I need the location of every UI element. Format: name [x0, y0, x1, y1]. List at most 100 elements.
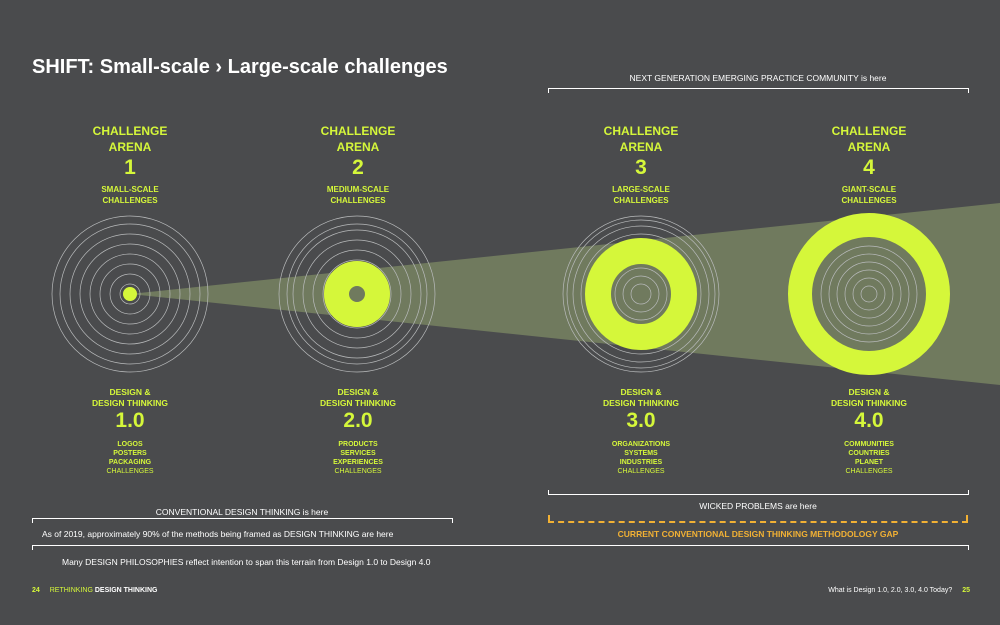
thin-ring: [828, 253, 910, 335]
thin-ring: [59, 223, 201, 365]
arena-scale: MEDIUM-SCALE: [326, 185, 390, 194]
page-number-left: 24: [32, 587, 40, 594]
design-item-suffix: CHALLENGES: [845, 468, 893, 475]
arena-number: 2: [352, 156, 364, 179]
accent-ring: [788, 213, 950, 375]
arena-scale: CHALLENGES: [613, 196, 669, 205]
arena-heading: ARENA: [108, 140, 152, 154]
arena-3: CHALLENGE ARENA 3 LARGE-SCALE CHALLENGES: [561, 123, 721, 206]
design-4: DESIGN & DESIGN THINKING 4.0 COMMUNITIES…: [789, 387, 949, 476]
design-version: 2.0: [343, 409, 373, 432]
arena-scale: SMALL-SCALE: [101, 185, 159, 194]
arena-2: CHALLENGE ARENA 2 MEDIUM-SCALE CHALLENGE…: [278, 123, 438, 206]
book-title-bold: DESIGN THINKING: [94, 587, 158, 594]
footer-left: 24 RETHINKING DESIGN THINKING: [32, 587, 158, 594]
design-version: 3.0: [626, 409, 656, 432]
footer-right: What is Design 1.0, 2.0, 3.0, 4.0 Today?…: [828, 587, 970, 594]
thin-ring: [572, 225, 710, 363]
design-heading: DESIGN THINKING: [319, 398, 397, 408]
thin-ring: [622, 275, 660, 313]
arena-heading: CHALLENGE: [92, 124, 168, 138]
design-version: 1.0: [115, 409, 145, 432]
design-item: COUNTRIES: [848, 450, 890, 457]
thin-ring: [614, 267, 668, 321]
scale-beam: [130, 203, 1000, 385]
arena-heading: ARENA: [336, 140, 380, 154]
arena-scale: CHALLENGES: [330, 196, 386, 205]
design-heading: DESIGN &: [337, 387, 379, 397]
thin-ring: [844, 269, 894, 319]
arena-target-4: [788, 213, 950, 375]
thin-ring: [566, 219, 716, 369]
arena-scale: LARGE-SCALE: [612, 185, 670, 194]
design-item: COMMUNITIES: [844, 441, 894, 448]
thin-ring: [836, 261, 902, 327]
thin-ring: [278, 215, 436, 373]
thin-ring: [79, 243, 181, 345]
wicked-note: WICKED PROBLEMS are here: [699, 501, 817, 511]
arena-target-2: [278, 215, 436, 373]
thin-ring: [302, 239, 412, 349]
accent-ring: [324, 261, 390, 327]
design-item-suffix: CHALLENGES: [334, 468, 382, 475]
thin-ring: [820, 245, 918, 343]
arena-number: 1: [124, 156, 136, 179]
design-version: 4.0: [854, 409, 884, 432]
design-item: POSTERS: [113, 450, 147, 457]
arena-scale: CHALLENGES: [102, 196, 158, 205]
design-item: EXPERIENCES: [333, 459, 383, 466]
design-item: ORGANIZATIONS: [611, 441, 671, 448]
design-2: DESIGN & DESIGN THINKING 2.0 PRODUCTS SE…: [278, 387, 438, 476]
thin-ring: [51, 215, 209, 373]
arena-number: 4: [863, 156, 875, 179]
design-heading: DESIGN THINKING: [602, 398, 680, 408]
design-1: DESIGN & DESIGN THINKING 1.0 LOGOS POSTE…: [50, 387, 210, 476]
thin-ring: [860, 285, 878, 303]
conventional-note: CONVENTIONAL DESIGN THINKING is here: [155, 507, 329, 517]
design-heading: DESIGN THINKING: [830, 398, 908, 408]
accent-ring: [585, 238, 697, 350]
methods-note: As of 2019, approximately 90% of the met…: [42, 529, 394, 539]
design-item: LOGOS: [117, 441, 143, 448]
design-item: SERVICES: [340, 450, 376, 457]
thin-ring: [852, 277, 886, 311]
book-title: RETHINKING: [49, 587, 93, 594]
thin-ring: [109, 273, 151, 315]
next-generation-note: NEXT GENERATION EMERGING PRACTICE COMMUN…: [629, 73, 887, 83]
design-item: PACKAGING: [108, 459, 152, 466]
thin-ring: [69, 233, 191, 355]
thin-ring: [312, 249, 402, 339]
accent-ring: [123, 287, 137, 301]
arena-heading: CHALLENGE: [320, 124, 396, 138]
design-item: PRODUCTS: [338, 441, 378, 448]
design-3: DESIGN & DESIGN THINKING 3.0 ORGANIZATIO…: [561, 387, 721, 476]
thin-ring: [99, 263, 161, 325]
thin-ring: [580, 233, 702, 355]
thin-ring: [89, 253, 171, 335]
page-number-right: 25: [962, 587, 970, 594]
conventional-bracket: [32, 518, 453, 523]
arena-heading: CHALLENGE: [831, 124, 907, 138]
thin-ring: [562, 215, 720, 373]
arena-target-3: [562, 215, 720, 373]
wicked-bracket: [548, 490, 969, 495]
page-title: SHIFT: Small-scale › Large-scale challen…: [32, 56, 448, 78]
methodology-gap-label: CURRENT CONVENTIONAL DESIGN THINKING MET…: [617, 529, 899, 539]
design-item: SYSTEMS: [624, 450, 658, 457]
design-heading: DESIGN THINKING: [91, 398, 169, 408]
arena-heading: CHALLENGE: [603, 124, 679, 138]
design-heading: DESIGN &: [620, 387, 662, 397]
chapter-question: What is Design 1.0, 2.0, 3.0, 4.0 Today?: [828, 587, 953, 594]
arena-number: 3: [635, 156, 647, 179]
arena-scale: CHALLENGES: [841, 196, 897, 205]
design-item-suffix: CHALLENGES: [617, 468, 665, 475]
thin-ring: [322, 259, 392, 329]
design-item: PLANET: [855, 459, 883, 466]
arena-4: CHALLENGE ARENA 4 GIANT-SCALE CHALLENGES: [789, 123, 949, 206]
arena-heading: ARENA: [847, 140, 891, 154]
design-heading: DESIGN &: [109, 387, 151, 397]
thin-ring: [119, 283, 141, 305]
thin-ring: [292, 229, 422, 359]
